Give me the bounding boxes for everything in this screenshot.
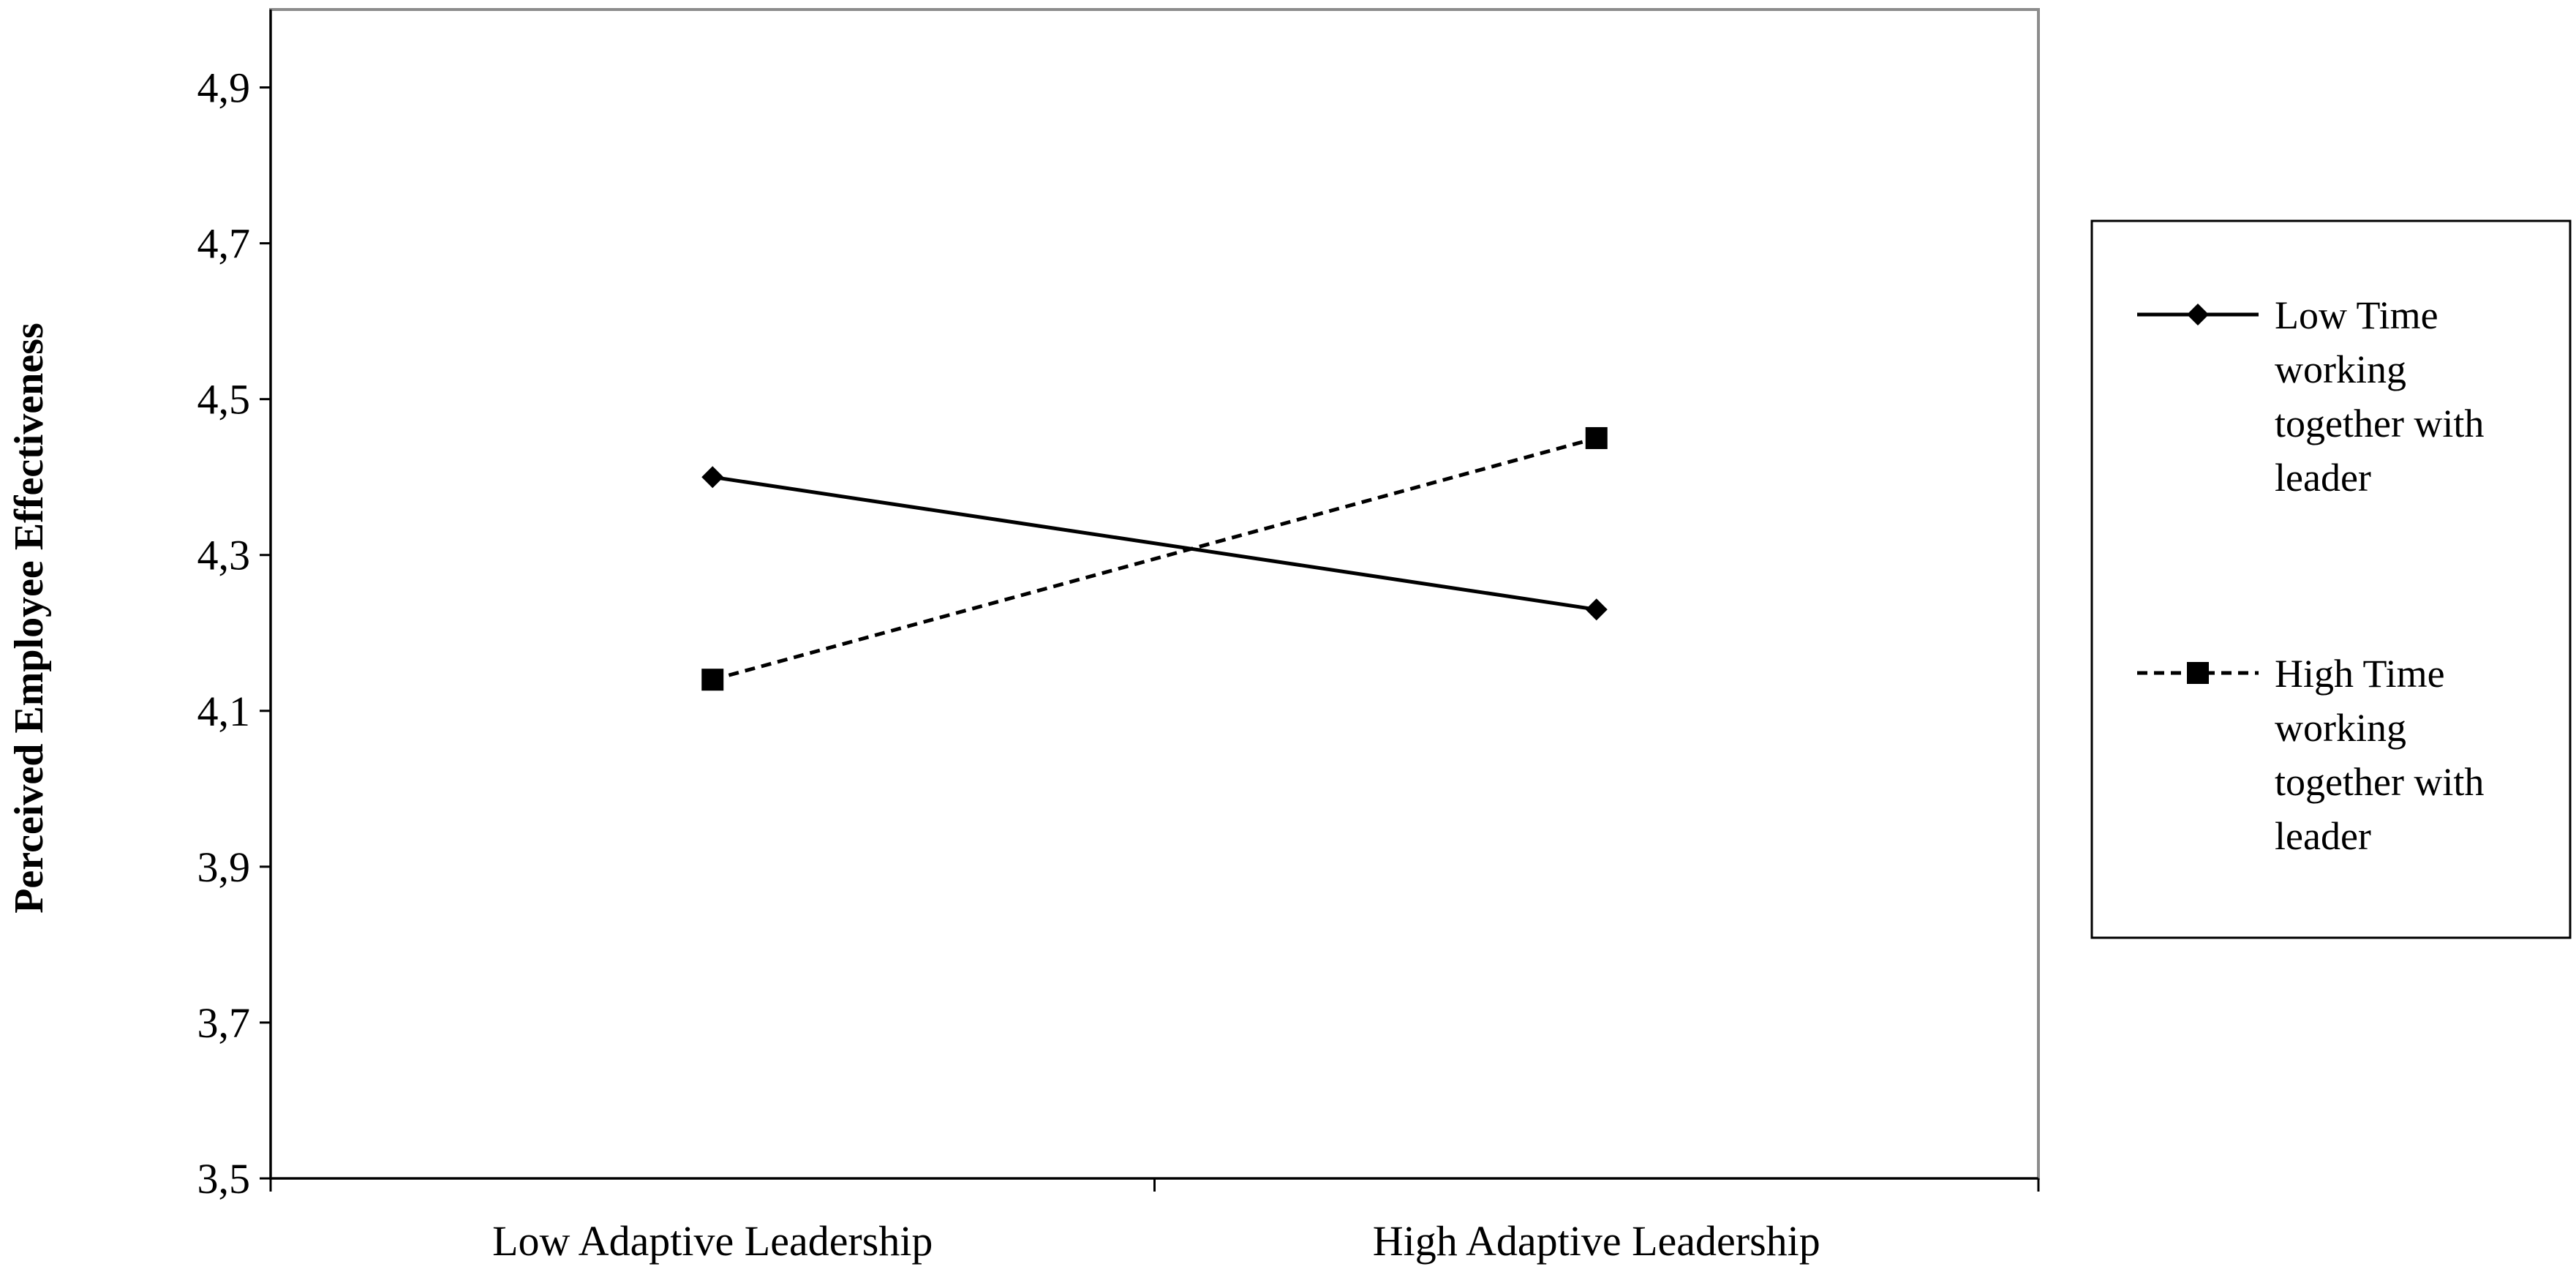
legend-label-line: together with [2275, 760, 2484, 804]
y-tick-label: 4,5 [197, 376, 251, 424]
series-layer [701, 426, 1608, 691]
legend-box [2090, 219, 2572, 939]
series-line [712, 436, 1597, 682]
y-tick-label: 3,7 [197, 999, 251, 1047]
series-line [712, 475, 1597, 612]
y-tick-label: 4,9 [197, 64, 251, 112]
legend-marker [2187, 304, 2209, 326]
legend-marker [2187, 662, 2209, 684]
legend-entry-2: High Time working together with leader [2137, 652, 2484, 858]
data-point [1585, 598, 1608, 621]
y-tick-label: 4,3 [197, 532, 251, 579]
legend-label-line: High Time [2275, 652, 2445, 696]
data-point [701, 669, 724, 691]
legend-label-line: working [2275, 706, 2406, 750]
data-point [701, 466, 724, 489]
series-1 [701, 466, 1608, 621]
legend-label-line: working [2275, 347, 2406, 391]
plot-area-border [269, 8, 2040, 1180]
y-tick-label: 4,7 [197, 220, 251, 268]
y-tick-label: 3,9 [197, 843, 251, 891]
legend-label-line: leader [2275, 814, 2371, 858]
legend-entry-1: Low Time working together with leader [2137, 293, 2484, 500]
series-2 [701, 426, 1608, 691]
data-point [1585, 426, 1608, 449]
legend-label-line: Low Time [2275, 293, 2438, 337]
x-category-label: Low Adaptive Leadership [492, 1217, 933, 1265]
x-category-label: High Adaptive Leadership [1373, 1217, 1820, 1265]
legend-label-line: leader [2275, 456, 2371, 500]
x-tick-labels: Low Adaptive Leadership High Adaptive Lea… [492, 1217, 1820, 1265]
y-axis-title: Perceived Employee Effectiveness [7, 323, 52, 914]
y-ticks [260, 86, 271, 1180]
x-ticks [269, 1178, 2040, 1192]
y-tick-label: 4,1 [197, 688, 251, 735]
y-tick-labels: 3,5 3,7 3,9 4,1 4,3 4,5 4,7 4,9 [197, 64, 251, 1203]
y-tick-label: 3,5 [197, 1155, 251, 1203]
legend-label-line: together with [2275, 402, 2484, 445]
